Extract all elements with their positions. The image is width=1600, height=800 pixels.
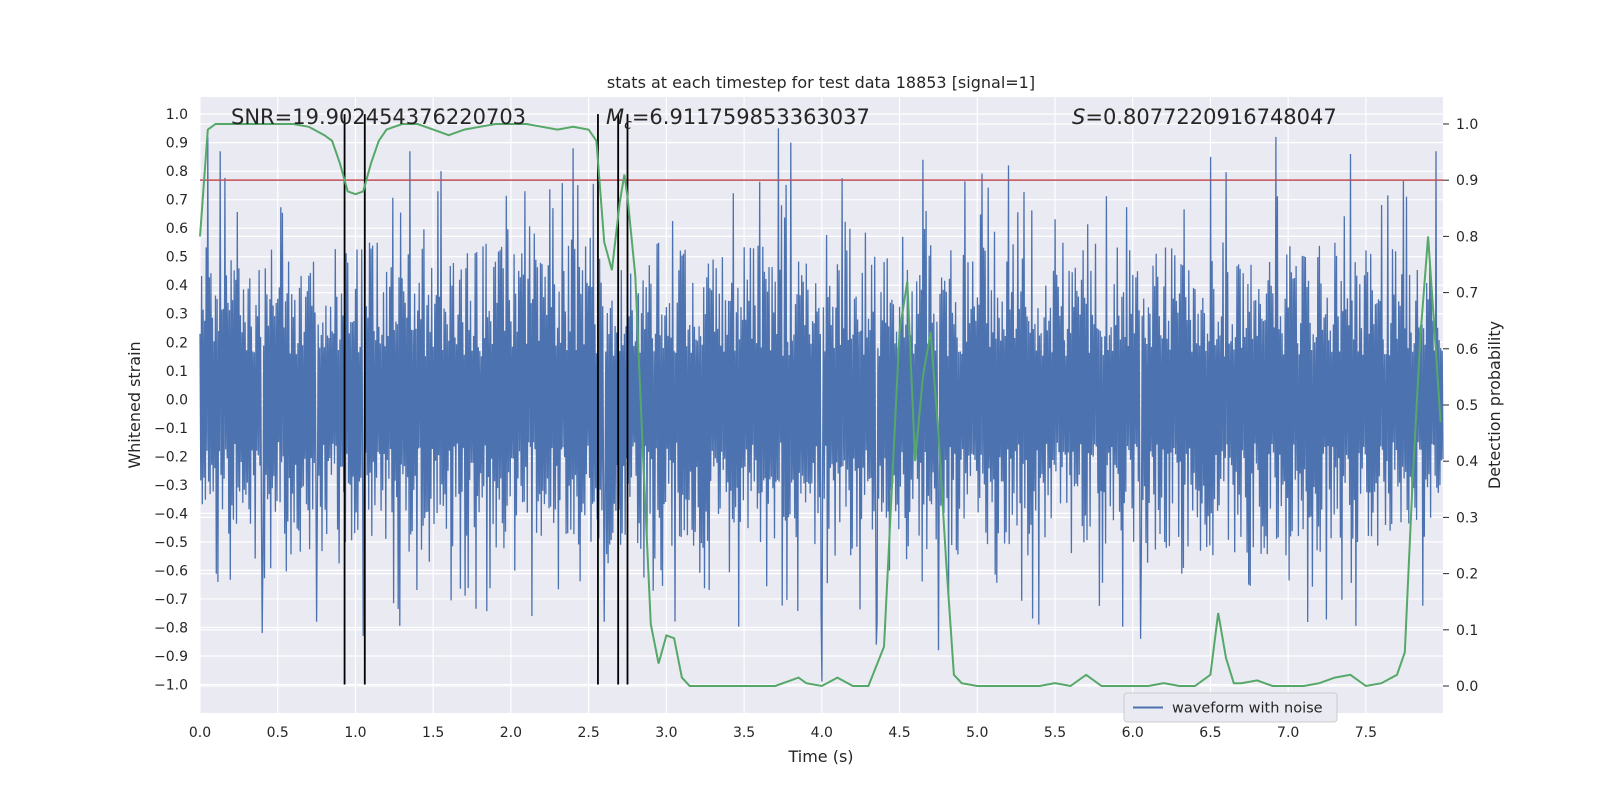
chirp-mass-subscript: c (624, 117, 632, 133)
legend: waveform with noise (1123, 692, 1338, 723)
left-y-tick-label: 0.5 (166, 250, 188, 266)
x-tick-label: 4.5 (888, 725, 910, 741)
x-tick-label: 3.0 (655, 725, 677, 741)
x-axis-ticks: 0.0 0.5 1.0 1.5 2.0 2.5 3.0 3.5 4.0 4.5 5.0 5.5 6.0 6… (189, 725, 1377, 741)
s-symbol: S (1072, 105, 1085, 129)
x-tick-label: 6.0 (1122, 725, 1144, 741)
x-tick-label: 5.5 (1044, 725, 1066, 741)
left-y-tick-label: −0.7 (154, 592, 188, 608)
x-tick-label: 1.0 (344, 725, 366, 741)
left-y-tick-label: −1.0 (154, 677, 188, 693)
chirp-mass-value: =6.911759853363037 (632, 105, 870, 129)
right-y-tick-label: 0.8 (1456, 229, 1478, 245)
right-y-tick-label: 0.5 (1456, 398, 1478, 414)
s-annotation: S=0.8077220916748047 (1072, 105, 1337, 129)
left-y-axis-ticks: 1.0 0.9 0.8 0.7 0.6 0.5 0.4 0.3 0.2 0.1 0.0 −0.1 −0.… (154, 107, 188, 693)
left-y-tick-label: 0.0 (166, 392, 188, 408)
left-y-tick-label: 0.7 (166, 193, 188, 209)
x-axis-label: Time (s) (787, 747, 853, 766)
left-y-tick-label: 0.3 (166, 307, 188, 323)
waveform-with-noise-series (199, 128, 1444, 682)
right-y-tick-label: 0.1 (1456, 623, 1478, 639)
left-y-tick-label: −0.1 (154, 421, 188, 437)
right-y-axis-ticks: 1.0 0.9 0.8 0.7 0.6 0.5 0.4 0.3 0.2 0.1 0.0 (1443, 117, 1478, 695)
left-y-tick-label: −0.2 (154, 449, 188, 465)
x-tick-label: 7.5 (1355, 725, 1377, 741)
x-tick-label: 0.5 (267, 725, 289, 741)
left-y-tick-label: −0.3 (154, 478, 188, 494)
detection-probability-series (199, 123, 1442, 688)
chirp-mass-symbol: M (606, 105, 624, 129)
left-y-tick-label: −0.8 (154, 620, 188, 636)
left-y-tick-label: 0.1 (166, 364, 188, 380)
x-tick-label: 0.0 (189, 725, 211, 741)
left-y-tick-label: 0.6 (166, 221, 188, 237)
left-y-tick-label: 0.8 (166, 164, 188, 180)
right-y-axis-label: Detection probability (1485, 321, 1504, 489)
right-y-tick-label: 0.9 (1456, 173, 1478, 189)
left-y-tick-label: 0.4 (166, 278, 188, 294)
right-y-tick-label: 0.3 (1456, 510, 1478, 526)
legend-box (1123, 692, 1338, 723)
left-y-tick-label: 1.0 (166, 107, 188, 123)
x-tick-label: 2.5 (577, 725, 599, 741)
chart-title: stats at each timestep for test data 188… (607, 73, 1035, 92)
right-y-tick-label: 0.7 (1456, 286, 1478, 302)
left-y-tick-label: 0.2 (166, 335, 188, 351)
chirp-mass-annotation: Mc=6.911759853363037 (606, 105, 870, 133)
x-tick-label: 1.5 (422, 725, 444, 741)
right-y-tick-label: 1.0 (1456, 117, 1478, 133)
left-y-tick-label: −0.6 (154, 563, 188, 579)
left-y-axis-label: Whitened strain (125, 341, 144, 468)
x-tick-label: 4.0 (811, 725, 833, 741)
left-y-tick-label: −0.5 (154, 535, 188, 551)
x-tick-label: 7.0 (1277, 725, 1299, 741)
x-tick-label: 2.0 (500, 725, 522, 741)
x-tick-label: 6.5 (1199, 725, 1221, 741)
left-y-tick-label: 0.9 (166, 136, 188, 152)
left-y-tick-label: −0.9 (154, 649, 188, 665)
x-tick-label: 3.5 (733, 725, 755, 741)
right-y-tick-label: 0.2 (1456, 567, 1478, 583)
left-y-tick-label: −0.4 (154, 506, 188, 522)
x-tick-label: 5.0 (966, 725, 988, 741)
snr-annotation: SNR=19.902454376220703 (231, 105, 526, 129)
right-y-tick-label: 0.4 (1456, 454, 1478, 470)
right-y-tick-label: 0.0 (1456, 679, 1478, 695)
right-y-tick-label: 0.6 (1456, 342, 1478, 358)
legend-waveform-label: waveform with noise (1172, 701, 1323, 717)
s-value: =0.8077220916748047 (1085, 105, 1336, 129)
